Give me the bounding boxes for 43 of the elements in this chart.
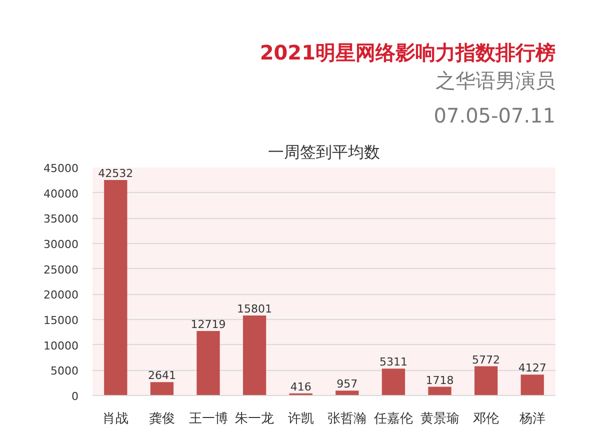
y-tick-label: 30000 bbox=[44, 238, 79, 251]
data-label: 5772 bbox=[472, 353, 500, 366]
bar bbox=[104, 180, 128, 396]
data-label: 1718 bbox=[426, 374, 454, 387]
bar bbox=[382, 368, 406, 396]
chart-title: 2021明星网络影响力指数排行榜 bbox=[260, 40, 556, 64]
bar bbox=[150, 382, 174, 396]
x-tick-label: 杨洋 bbox=[518, 412, 546, 426]
y-tick-label: 45000 bbox=[44, 162, 79, 175]
data-label: 4127 bbox=[518, 362, 546, 375]
bar bbox=[336, 390, 359, 396]
x-tick-label: 王一博 bbox=[188, 412, 228, 426]
data-label: 15801 bbox=[237, 302, 272, 316]
data-label: 416 bbox=[290, 380, 312, 394]
y-tick-label: 20000 bbox=[44, 288, 79, 302]
chart-subtitle: 之华语男演员 bbox=[436, 68, 556, 92]
bar bbox=[474, 366, 498, 396]
bar bbox=[428, 386, 452, 396]
bar bbox=[196, 331, 220, 396]
y-tick-label: 25000 bbox=[44, 263, 79, 276]
x-tick-label: 龚俊 bbox=[148, 412, 175, 426]
data-label: 957 bbox=[336, 378, 358, 391]
x-tick-label: 许凯 bbox=[288, 412, 314, 426]
y-tick-label: 40000 bbox=[44, 187, 79, 200]
y-tick-label: 0 bbox=[72, 390, 78, 403]
bar bbox=[520, 374, 544, 396]
data-label: 5311 bbox=[379, 356, 408, 369]
text: 一周签到平均数 bbox=[268, 142, 380, 162]
text: 07.05-07.11 bbox=[434, 104, 556, 128]
x-tick-label: 黄景瑜 bbox=[420, 412, 460, 426]
x-tick-label: 肖战 bbox=[102, 412, 129, 426]
y-tick-label: 10000 bbox=[44, 339, 79, 352]
data-label: 42532 bbox=[98, 167, 134, 180]
y-tick-label: 5000 bbox=[50, 364, 79, 378]
x-tick-label: 朱一龙 bbox=[235, 412, 274, 426]
x-tick-label: 张哲瀚 bbox=[328, 412, 367, 426]
y-tick-label: 15000 bbox=[44, 314, 79, 327]
x-tick-label: 邓伦 bbox=[473, 412, 500, 426]
data-label: 12719 bbox=[190, 318, 226, 332]
bar bbox=[242, 315, 266, 396]
data-label: 2641 bbox=[148, 369, 176, 382]
x-tick-label: 任嘉伦 bbox=[372, 412, 413, 426]
y-tick-label: 35000 bbox=[44, 212, 79, 226]
